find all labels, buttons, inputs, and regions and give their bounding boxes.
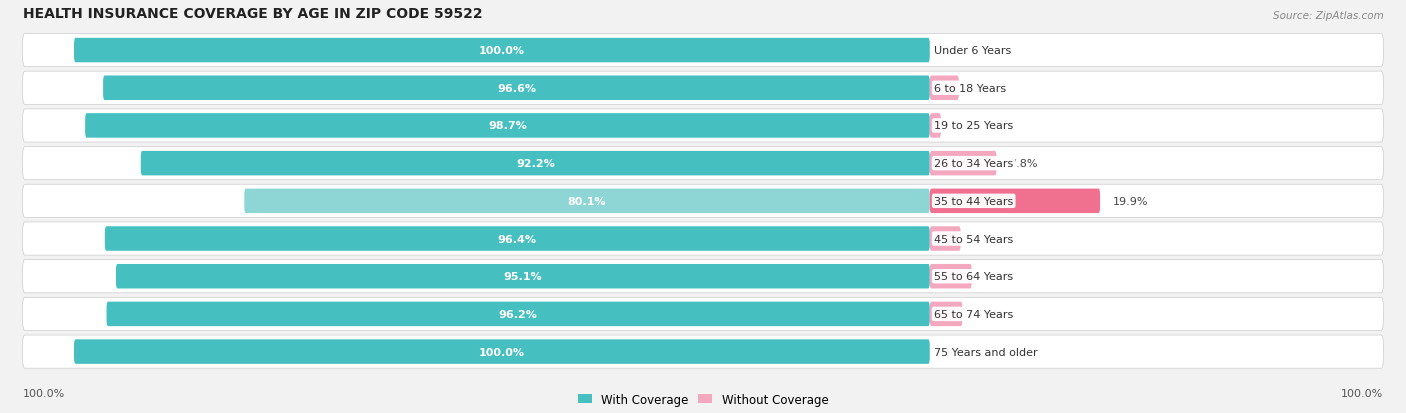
Legend: With Coverage, Without Coverage: With Coverage, Without Coverage [572,388,834,410]
FancyBboxPatch shape [929,189,1099,214]
FancyBboxPatch shape [141,152,929,176]
Text: 100.0%: 100.0% [479,46,524,56]
FancyBboxPatch shape [103,76,929,101]
FancyBboxPatch shape [115,264,929,289]
Text: 6 to 18 Years: 6 to 18 Years [934,83,1007,93]
FancyBboxPatch shape [86,114,929,138]
Text: 35 to 44 Years: 35 to 44 Years [934,196,1014,206]
FancyBboxPatch shape [22,260,1384,293]
FancyBboxPatch shape [22,298,1384,331]
Text: 26 to 34 Years: 26 to 34 Years [934,159,1014,169]
Text: 75 Years and older: 75 Years and older [934,347,1038,357]
FancyBboxPatch shape [929,114,941,138]
FancyBboxPatch shape [75,339,929,364]
Text: 96.2%: 96.2% [499,309,537,319]
Text: 7.8%: 7.8% [1010,159,1038,169]
FancyBboxPatch shape [22,109,1384,142]
Text: 100.0%: 100.0% [1341,388,1384,398]
Text: 19 to 25 Years: 19 to 25 Years [934,121,1014,131]
Text: 92.2%: 92.2% [516,159,554,169]
Text: 3.6%: 3.6% [973,234,1001,244]
Text: 98.7%: 98.7% [488,121,527,131]
FancyBboxPatch shape [22,222,1384,256]
FancyBboxPatch shape [22,34,1384,67]
FancyBboxPatch shape [105,227,929,251]
FancyBboxPatch shape [929,76,959,101]
FancyBboxPatch shape [929,302,962,326]
FancyBboxPatch shape [929,227,960,251]
Text: HEALTH INSURANCE COVERAGE BY AGE IN ZIP CODE 59522: HEALTH INSURANCE COVERAGE BY AGE IN ZIP … [22,7,482,21]
Text: 3.4%: 3.4% [972,83,1000,93]
Text: Under 6 Years: Under 6 Years [934,46,1011,56]
Text: 3.8%: 3.8% [976,309,1004,319]
Text: 0.0%: 0.0% [942,46,972,56]
Text: 4.9%: 4.9% [984,272,1014,282]
Text: 100.0%: 100.0% [479,347,524,357]
FancyBboxPatch shape [929,152,997,176]
Text: 100.0%: 100.0% [22,388,65,398]
FancyBboxPatch shape [22,335,1384,368]
Text: 0.0%: 0.0% [942,347,972,357]
FancyBboxPatch shape [22,72,1384,105]
Text: 96.4%: 96.4% [498,234,537,244]
Text: 95.1%: 95.1% [503,272,543,282]
Text: 19.9%: 19.9% [1114,196,1149,206]
Text: 1.3%: 1.3% [953,121,981,131]
Text: Source: ZipAtlas.com: Source: ZipAtlas.com [1272,11,1384,21]
FancyBboxPatch shape [22,147,1384,180]
Text: 96.6%: 96.6% [496,83,536,93]
FancyBboxPatch shape [929,264,972,289]
Text: 45 to 54 Years: 45 to 54 Years [934,234,1014,244]
Text: 80.1%: 80.1% [568,196,606,206]
FancyBboxPatch shape [75,39,929,63]
Text: 65 to 74 Years: 65 to 74 Years [934,309,1014,319]
FancyBboxPatch shape [22,185,1384,218]
Text: 55 to 64 Years: 55 to 64 Years [934,272,1014,282]
FancyBboxPatch shape [245,189,929,214]
FancyBboxPatch shape [107,302,929,326]
